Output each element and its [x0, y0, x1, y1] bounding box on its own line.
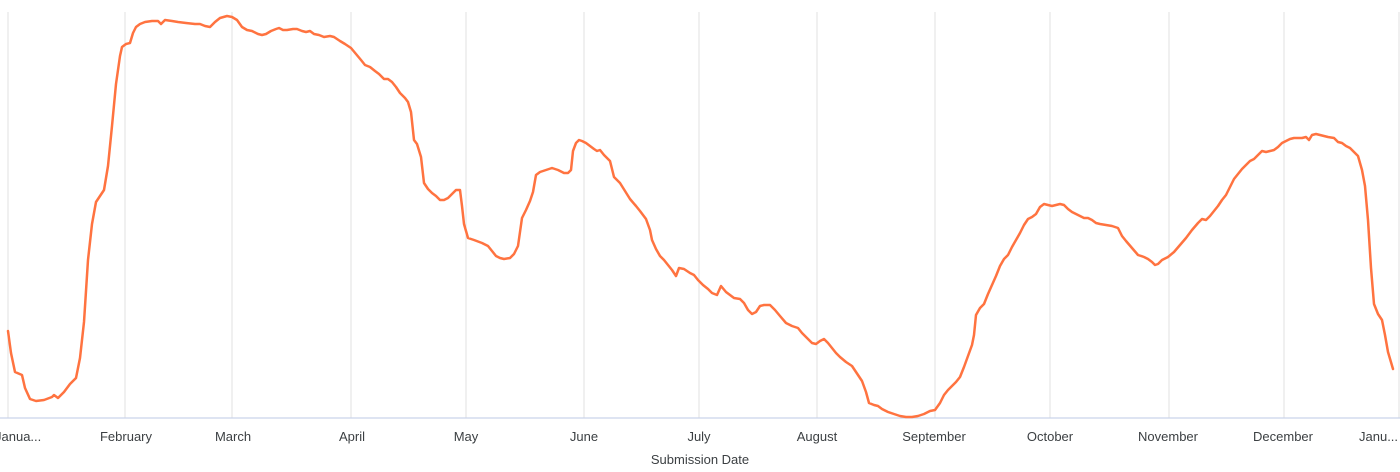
x-tick-label: Janu... — [1359, 429, 1398, 444]
x-tick-label: Janua... — [0, 429, 41, 444]
x-tick-label: September — [902, 429, 966, 444]
x-tick-label: June — [570, 429, 598, 444]
x-axis-title: Submission Date — [651, 452, 749, 467]
x-tick-label: March — [215, 429, 251, 444]
data-series-line — [6, 14, 1395, 419]
x-tick-label: October — [1027, 429, 1074, 444]
x-axis-tick-labels: Janua... February March April May June J… — [0, 429, 1398, 444]
x-tick-label: February — [100, 429, 153, 444]
x-tick-label: May — [454, 429, 479, 444]
x-tick-label: December — [1253, 429, 1314, 444]
vertical-gridlines — [7, 12, 1400, 418]
x-tick-label: July — [687, 429, 711, 444]
x-tick-label: August — [797, 429, 838, 444]
x-tick-label: April — [339, 429, 365, 444]
x-tick-label: November — [1138, 429, 1199, 444]
